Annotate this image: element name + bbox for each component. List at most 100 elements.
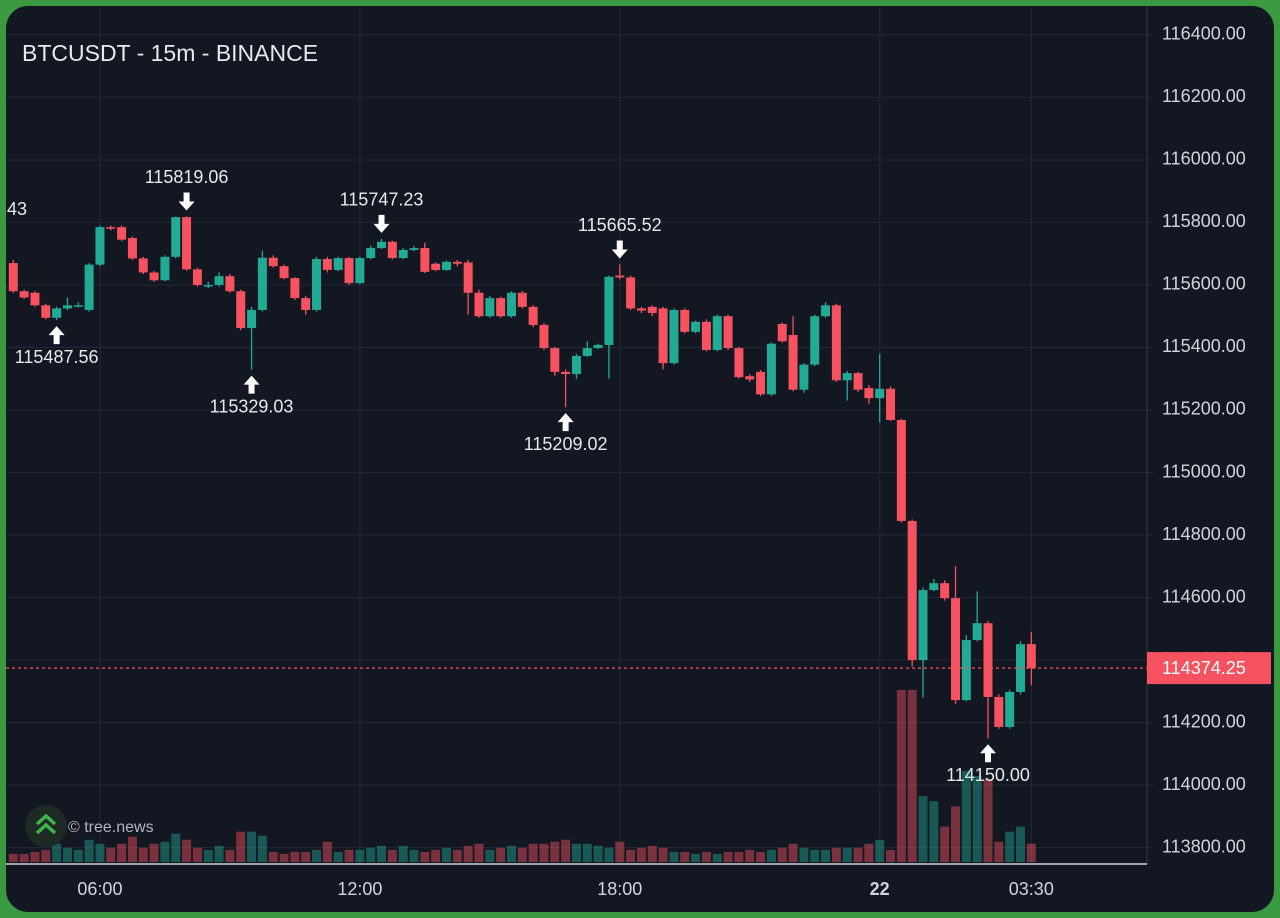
candle-body (1026, 644, 1036, 669)
candle-body (355, 258, 365, 284)
candle-body (701, 321, 711, 350)
volume-bar (766, 849, 776, 862)
candle-body (615, 275, 625, 278)
low-arrow (980, 744, 996, 763)
candle-body (19, 291, 29, 298)
candle-body (626, 277, 636, 309)
candle-body (225, 276, 235, 292)
volume-bar (84, 839, 94, 862)
volume-bar (1026, 843, 1036, 862)
candle-body (398, 249, 408, 259)
candle-body (420, 248, 430, 272)
watermark: © tree.news (25, 805, 154, 847)
candle-body (886, 388, 896, 420)
y-tick-label: 116200.00 (1162, 86, 1246, 106)
volume-bar (73, 849, 83, 862)
y-tick-label: 116400.00 (1162, 24, 1246, 44)
low-arrow (557, 413, 574, 432)
y-tick-label: 116000.00 (1162, 149, 1246, 169)
volume-bar (192, 847, 202, 862)
candle-body (84, 264, 94, 310)
candle-body (723, 316, 733, 349)
candle-body (994, 696, 1004, 727)
candle-body (387, 241, 397, 259)
candle-body (539, 324, 549, 349)
volume-bar (127, 836, 137, 862)
layer (6, 8, 1153, 864)
volume-bar (62, 847, 72, 862)
volume-bar (745, 849, 755, 862)
candle-body (333, 258, 343, 270)
y-tick-label: 115000.00 (1162, 461, 1246, 481)
volume-bar (377, 845, 387, 862)
volume-bar (398, 845, 408, 862)
x-tick-label: 12:00 (337, 879, 382, 899)
candle-body (561, 371, 571, 375)
y-tick-label: 114800.00 (1162, 524, 1246, 544)
volume-bar (279, 853, 289, 862)
volume-bar (615, 841, 625, 862)
volume-bar (734, 851, 744, 862)
volume-bar (182, 839, 192, 862)
candle-body (409, 248, 419, 250)
candle-body (810, 316, 820, 365)
candle-body (377, 241, 387, 249)
candle-body (831, 305, 841, 381)
candle-body (138, 258, 148, 273)
volume-bar (799, 847, 809, 862)
candle-body (972, 623, 982, 641)
volume-bar (485, 849, 495, 862)
volume-bar (474, 843, 484, 862)
volume-bar (312, 849, 322, 862)
volume-bar (236, 831, 246, 862)
candle-body (431, 263, 441, 270)
volume-bar (409, 849, 419, 862)
volume-bar (106, 847, 116, 862)
volume-bar (777, 847, 787, 862)
volume-bar (821, 849, 831, 862)
volume-bar (171, 833, 181, 862)
candle-body (214, 276, 224, 285)
volume-bar (864, 843, 874, 862)
candle-body (203, 284, 213, 287)
candle-body (257, 257, 267, 310)
candle-body (951, 598, 961, 701)
volume-bar (842, 847, 852, 862)
volume-bar (52, 843, 62, 862)
low-arrow (48, 326, 65, 345)
volume-bar (366, 847, 376, 862)
high-label: 115819.06 (145, 167, 229, 187)
candle-body (366, 248, 376, 259)
volume-bar (875, 839, 885, 862)
volume-bar (214, 845, 224, 862)
volume-bar (301, 851, 311, 862)
candle-body (41, 305, 51, 318)
candle-body (474, 292, 484, 317)
candle-body (442, 261, 451, 270)
volume-bar (896, 690, 906, 862)
volume-bar (19, 853, 29, 862)
volume-bar (907, 690, 917, 862)
x-tick-label: 18:00 (597, 879, 642, 899)
y-tick-label: 115200.00 (1162, 399, 1246, 419)
volume-bar (701, 851, 711, 862)
candle-body (52, 308, 62, 318)
volume-bar (961, 770, 971, 862)
candle-body (127, 238, 137, 259)
candle-body (799, 364, 809, 390)
candle-body (160, 256, 170, 281)
volume-bar (95, 843, 105, 862)
high-arrow (373, 214, 390, 233)
volume-bar (810, 849, 820, 862)
volume-bar (886, 849, 896, 862)
volume-bar (723, 851, 733, 862)
volume-bar (593, 845, 603, 862)
volume-bar (680, 851, 690, 862)
candle-body (647, 306, 657, 314)
last-price-box (1147, 652, 1271, 685)
candle-body (485, 298, 495, 317)
candle-body (788, 334, 798, 390)
volume-bar (571, 843, 581, 862)
